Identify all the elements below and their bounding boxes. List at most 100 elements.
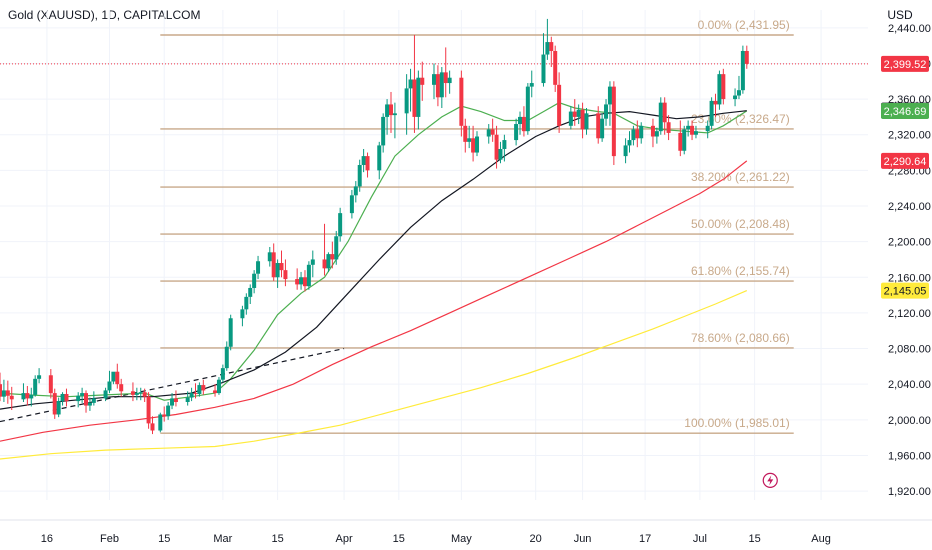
candle-body: [607, 86, 612, 105]
candle-body: [541, 54, 546, 84]
x-tick-label: Apr: [336, 533, 353, 545]
candle-body: [432, 74, 436, 85]
candle-body: [635, 129, 640, 139]
candle-body: [64, 393, 69, 402]
fib-level-label: 38.20% (2,261.22): [691, 170, 790, 184]
candle-body: [256, 261, 261, 274]
candle-body: [662, 102, 667, 123]
candle-body: [150, 423, 155, 431]
y-tick-label: 2,080.00: [888, 344, 931, 356]
candle-body: [37, 375, 42, 379]
candle-body: [193, 393, 198, 395]
candle-body: [353, 186, 358, 196]
candle-body: [717, 74, 722, 105]
candle-body: [365, 156, 370, 171]
candle-body: [271, 252, 276, 278]
candle-body: [385, 104, 390, 117]
candle-body: [604, 104, 609, 119]
candle-body: [412, 79, 417, 117]
candle-body: [224, 346, 229, 369]
candle-body: [299, 277, 304, 285]
candle-body: [138, 392, 143, 394]
candle-body: [134, 393, 139, 395]
candle-body: [295, 279, 300, 285]
candle-body: [119, 384, 124, 392]
candle-body: [84, 393, 89, 406]
candle-body: [736, 90, 741, 96]
candle-body: [0, 384, 2, 397]
candle-body: [334, 236, 339, 260]
candle-body: [545, 42, 550, 55]
candle-body: [529, 83, 534, 87]
candle-body: [463, 125, 468, 142]
candle-body: [170, 398, 175, 406]
candle-body: [600, 118, 605, 139]
candle-body: [435, 74, 440, 98]
candle-body: [467, 138, 472, 142]
price-tag-label: 2,399.52: [884, 59, 927, 71]
x-tick-label: Feb: [100, 533, 119, 545]
x-tick-label: Jul: [693, 533, 707, 545]
fib-level-label: 23.60% (2,326.47): [691, 112, 790, 126]
candle-body: [252, 273, 257, 288]
candle-body: [91, 398, 96, 403]
x-tick-label: Jun: [574, 533, 592, 545]
x-tick-label: 17: [639, 533, 651, 545]
candle-body: [693, 131, 698, 135]
candle-body: [627, 140, 632, 146]
candle-body: [486, 129, 491, 137]
candle-body: [740, 50, 745, 91]
candle-body: [283, 270, 288, 280]
candle-body: [498, 148, 503, 160]
candle-body: [514, 124, 519, 141]
candle-body: [25, 393, 30, 399]
candle-body: [744, 50, 749, 64]
candle-body: [158, 414, 163, 431]
candle-body: [459, 77, 464, 126]
y-tick-label: 2,040.00: [888, 379, 931, 391]
y-tick-label: 2,440.00: [888, 23, 931, 35]
fib-level-label: 0.00% (2,431.95): [698, 18, 790, 32]
candle-body: [29, 394, 34, 399]
fib-level-label: 61.80% (2,155.74): [691, 264, 790, 278]
candle-body: [666, 122, 671, 133]
candle-body: [306, 264, 311, 287]
candle-body: [623, 145, 628, 157]
candle-body: [502, 140, 507, 149]
currency-button[interactable]: USD: [887, 8, 913, 22]
candle-body: [576, 109, 581, 117]
candle-body: [244, 296, 249, 310]
candle-body: [518, 116, 523, 125]
fib-level-label: 50.00% (2,208.48): [691, 217, 790, 231]
candle-body: [709, 100, 714, 126]
candle-body: [21, 393, 26, 400]
candle-body: [162, 414, 167, 417]
candle-body: [420, 77, 425, 85]
price-tag-label: 2,290.64: [884, 156, 927, 168]
candle-body: [5, 390, 10, 396]
candle-body: [166, 405, 171, 417]
fib-level-label: 100.00% (1,985.01): [684, 416, 789, 430]
candle-body: [310, 259, 315, 265]
candle-body: [392, 113, 397, 116]
lightning-bolt: [767, 475, 774, 486]
candle-body: [733, 95, 738, 100]
candle-body: [713, 100, 718, 105]
candle-body: [553, 50, 558, 85]
price-tag: [881, 55, 929, 72]
price-tag: [881, 282, 929, 299]
candle-body: [56, 401, 61, 415]
y-tick-label: 1,960.00: [888, 450, 931, 462]
fib-level-label: 78.60% (2,080.66): [691, 331, 790, 345]
candle-body: [326, 254, 331, 269]
candle-body: [146, 396, 151, 424]
candle-body: [130, 391, 135, 395]
candle-body: [107, 381, 112, 391]
y-tick-label: 2,120.00: [888, 308, 931, 320]
candle-body: [682, 129, 687, 151]
candle-body: [690, 125, 695, 135]
x-tick-label: 16: [41, 533, 53, 545]
candle-body: [686, 125, 691, 130]
candle-body: [721, 74, 726, 100]
